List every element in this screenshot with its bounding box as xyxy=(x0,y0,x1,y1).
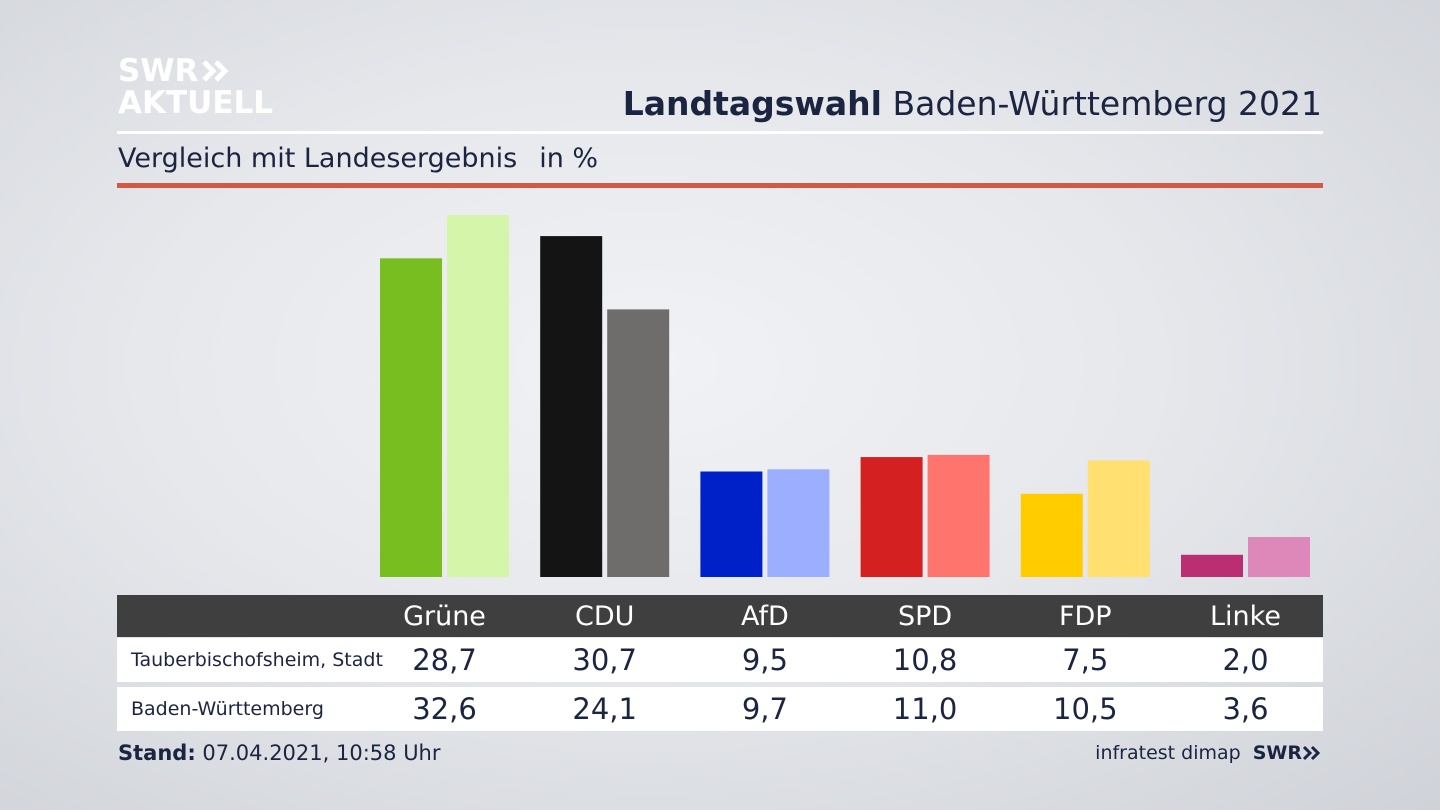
value-spd-series-2: 11,0 xyxy=(892,692,958,726)
row-label: Baden-Württemberg xyxy=(131,698,324,720)
double-chevron-icon xyxy=(1302,745,1321,761)
bar-afd-series-1 xyxy=(700,471,763,577)
page-title: Landtagswahl Baden-Württemberg 2021 xyxy=(623,84,1322,123)
logo-aktuell-text: AKTUELL xyxy=(118,85,274,121)
category-label-gr-ne: Grüne xyxy=(403,600,486,632)
bar-gr-ne-series-2 xyxy=(447,215,509,577)
value-gr-ne-series-1: 28,7 xyxy=(412,643,477,677)
source-credit: infratest dimap SWR xyxy=(1095,742,1322,764)
unit-label: in % xyxy=(539,143,599,174)
bar-gr-ne-series-1 xyxy=(380,258,442,577)
party-header-row: Grüne CDU AfD SPD FDP Linke xyxy=(117,595,1323,637)
bar-cdu-series-1 xyxy=(540,236,603,578)
bar-fdp-series-1 xyxy=(1020,493,1083,577)
bar-afd-series-2 xyxy=(767,469,830,577)
value-gr-ne-series-2: 32,6 xyxy=(412,692,477,726)
value-afd-series-2: 9,7 xyxy=(741,692,788,726)
table-row: Tauberbischofsheim, Stadt 28,7 30,7 9,5 10,… xyxy=(117,638,1323,682)
category-label-cdu: CDU xyxy=(574,600,635,632)
logo-swr-text: SWR xyxy=(118,53,199,89)
value-spd-series-1: 10,8 xyxy=(892,643,958,677)
value-linke-series-1: 2,0 xyxy=(1222,643,1269,677)
bar-spd-series-2 xyxy=(927,454,990,577)
category-label-afd: AfD xyxy=(740,600,789,632)
title-rest: Baden-Württemberg 2021 xyxy=(892,84,1322,123)
bar-linke-series-2 xyxy=(1248,537,1310,577)
swr-aktuell-logo: SWR AKTUELL xyxy=(118,55,273,119)
value-linke-series-2: 3,6 xyxy=(1222,692,1269,726)
swr-logo-text: SWR xyxy=(1252,742,1302,764)
source-name: infratest dimap xyxy=(1095,742,1241,764)
bar-spd-series-1 xyxy=(860,457,923,577)
subtitle-text: Vergleich mit Landesergebnis xyxy=(118,143,518,174)
title-bold: Landtagswahl xyxy=(622,84,882,123)
timestamp: Stand: 07.04.2021, 10:58 Uhr xyxy=(118,741,441,765)
bar-fdp-series-2 xyxy=(1087,460,1150,577)
value-afd-series-1: 9,5 xyxy=(741,643,788,677)
value-cdu-series-1: 30,7 xyxy=(572,643,637,677)
value-cdu-series-2: 24,1 xyxy=(572,692,637,726)
chart-subtitle: Vergleich mit Landesergebnis in % xyxy=(118,143,598,174)
title-divider xyxy=(117,131,1323,134)
category-label-linke: Linke xyxy=(1210,600,1281,632)
category-label-fdp: FDP xyxy=(1058,600,1112,632)
value-fdp-series-2: 10,5 xyxy=(1053,692,1118,726)
value-fdp-series-1: 7,5 xyxy=(1062,643,1109,677)
double-chevron-icon xyxy=(202,60,229,82)
bar-cdu-series-2 xyxy=(607,309,670,577)
row-label: Tauberbischofsheim, Stadt xyxy=(131,649,383,671)
stand-label: Stand: xyxy=(118,741,196,765)
accent-divider xyxy=(117,183,1323,188)
table-row: Baden-Württemberg 32,6 24,1 9,7 11,0 10,5 3,6 xyxy=(117,687,1323,731)
bar-linke-series-1 xyxy=(1181,554,1243,577)
swr-logo: SWR xyxy=(1253,742,1322,764)
stand-value: 07.04.2021, 10:58 Uhr xyxy=(202,741,441,765)
bar-chart xyxy=(380,215,1310,578)
category-label-spd: SPD xyxy=(897,600,953,632)
